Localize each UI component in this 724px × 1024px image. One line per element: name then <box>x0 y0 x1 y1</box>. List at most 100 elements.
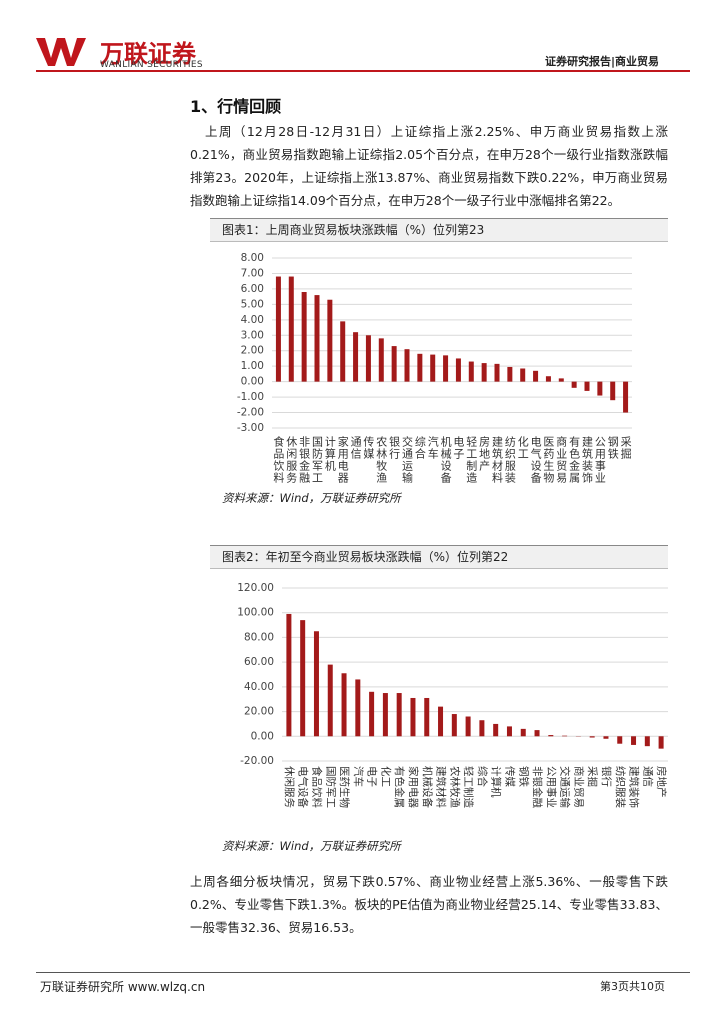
bar <box>340 321 346 382</box>
bar <box>378 338 384 382</box>
x-tick-label: 房地产 <box>478 436 491 472</box>
bar <box>353 332 359 382</box>
y-tick-label: 5.00 <box>241 298 264 310</box>
bar <box>365 335 371 382</box>
x-tick-label: 汽车 <box>426 435 439 460</box>
y-tick-label: 60.00 <box>244 656 274 668</box>
bar <box>404 349 410 382</box>
x-tick-label: 通信 <box>641 766 653 787</box>
x-tick-label: 公用事业 <box>545 766 558 808</box>
x-tick-label: 采掘 <box>619 436 632 460</box>
bar <box>623 381 629 413</box>
x-tick-label: 通信 <box>349 436 362 460</box>
bar <box>545 376 551 382</box>
bar <box>571 381 577 388</box>
bar <box>286 613 292 737</box>
section-title: 1、行情回顾 <box>190 97 282 116</box>
y-tick-label: 2.00 <box>241 345 264 357</box>
y-tick-label: 1.00 <box>241 360 264 372</box>
x-tick-label: 传媒 <box>362 436 375 460</box>
y-tick-label: 120.00 <box>237 582 274 594</box>
bar <box>589 736 595 738</box>
bar <box>617 736 623 744</box>
x-tick-label: 农林牧渔 <box>448 766 461 808</box>
x-tick-label: 电子 <box>452 436 465 460</box>
bar <box>443 355 449 382</box>
bar <box>493 723 499 737</box>
brand-en: WANLIAN SECURITIES <box>100 60 203 70</box>
bar <box>465 716 471 737</box>
bar <box>369 691 375 737</box>
x-tick-label: 食品饮料 <box>272 435 285 484</box>
y-tick-label: 40.00 <box>244 681 274 693</box>
bar <box>507 366 513 382</box>
y-tick-label: 0.00 <box>251 730 274 742</box>
bar <box>355 679 361 737</box>
paragraph: 上周各细分板块情况，贸易下跌0.57%、商业物业经营上涨5.36%、一般零售下跌… <box>190 874 668 935</box>
x-tick-label: 电子 <box>366 766 379 787</box>
x-tick-label: 医药生物 <box>542 436 555 484</box>
bar <box>327 664 333 737</box>
bar <box>506 726 512 737</box>
x-tick-label: 非银金融 <box>531 766 544 808</box>
bar <box>417 353 423 382</box>
x-tick-label: 休闲服务 <box>285 436 298 484</box>
bar <box>481 363 487 382</box>
bar <box>584 381 590 391</box>
bar <box>341 673 347 737</box>
x-tick-label: 机械设备 <box>421 766 434 808</box>
x-tick-label: 医药生物 <box>338 766 351 808</box>
bar <box>382 693 388 737</box>
y-tick-label: 80.00 <box>244 631 274 643</box>
chart: 120.00 100.00 80.00 60.00 40.00 20.00 0.00 -20.… <box>237 582 668 808</box>
x-tick-label: 公用事业 <box>593 436 606 484</box>
bar <box>558 378 564 382</box>
y-tick-label: 6.00 <box>241 283 264 295</box>
bar <box>451 714 457 737</box>
x-tick-label: 农林牧渔 <box>375 435 388 484</box>
y-tick-label: 8.00 <box>241 252 264 264</box>
bar <box>610 381 616 401</box>
x-tick-label: 商业贸易 <box>572 766 585 808</box>
y-tick-label: -20.00 <box>240 755 274 767</box>
source: 资料来源：Wind，万联证券研究所 <box>222 839 401 853</box>
bar <box>534 730 540 737</box>
bar <box>288 276 294 382</box>
y-tick-label: 3.00 <box>241 329 264 341</box>
x-tick-label: 纺织服装 <box>614 766 627 808</box>
x-tick-label: 电气设备 <box>529 436 542 484</box>
bar <box>562 735 568 737</box>
bar <box>548 735 554 737</box>
header-rule <box>36 70 690 72</box>
x-tick-label: 交通运输 <box>401 435 414 484</box>
bar <box>410 697 416 737</box>
paragraph: 上周（12月28日-12月31日）上证综指上涨2.25%、申万商业贸易指数上涨0… <box>190 124 668 208</box>
x-tick-label: 家用电器 <box>336 435 349 484</box>
x-tick-label: 国防军工 <box>324 766 337 808</box>
bar <box>468 361 474 382</box>
bar <box>301 292 307 382</box>
x-tick-label: 钢铁 <box>517 766 530 787</box>
y-tick-label: 100.00 <box>237 607 274 619</box>
x-tick-label: 家用电器 <box>407 766 420 808</box>
x-tick-label: 有色金属 <box>393 766 406 808</box>
x-tick-label: 轻工制造 <box>465 435 478 484</box>
bar <box>479 720 485 737</box>
bar <box>494 363 500 382</box>
x-tick-label: 有色金属 <box>568 435 581 484</box>
bar <box>314 295 320 382</box>
bar <box>603 736 609 739</box>
x-tick-label: 轻工制造 <box>462 766 475 808</box>
x-tick-label: 国防军工 <box>311 436 324 484</box>
bar <box>597 381 603 396</box>
bar <box>520 728 526 737</box>
x-tick-label: 建筑装饰 <box>628 766 641 808</box>
x-tick-label: 非银金融 <box>298 436 311 484</box>
x-tick-label: 银行 <box>600 766 613 787</box>
x-tick-label: 食品饮料 <box>310 766 323 808</box>
bar <box>313 631 319 737</box>
chart: 8.00 7.00 6.00 5.00 4.00 3.00 2.00 1.00 0.00 -1.0… <box>237 252 632 484</box>
bar <box>644 736 650 747</box>
bar <box>327 299 333 382</box>
